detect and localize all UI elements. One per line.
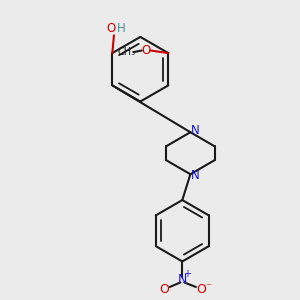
Text: O: O xyxy=(160,283,170,296)
Text: +: + xyxy=(184,269,191,279)
Text: CH₃: CH₃ xyxy=(117,47,135,57)
Text: O: O xyxy=(196,283,206,296)
Text: O: O xyxy=(142,44,151,57)
Text: N: N xyxy=(178,273,187,286)
Text: N: N xyxy=(191,124,200,137)
Text: O: O xyxy=(107,22,116,35)
Text: H: H xyxy=(117,22,125,35)
Text: ⁻: ⁻ xyxy=(205,282,211,292)
Text: N: N xyxy=(191,169,200,182)
